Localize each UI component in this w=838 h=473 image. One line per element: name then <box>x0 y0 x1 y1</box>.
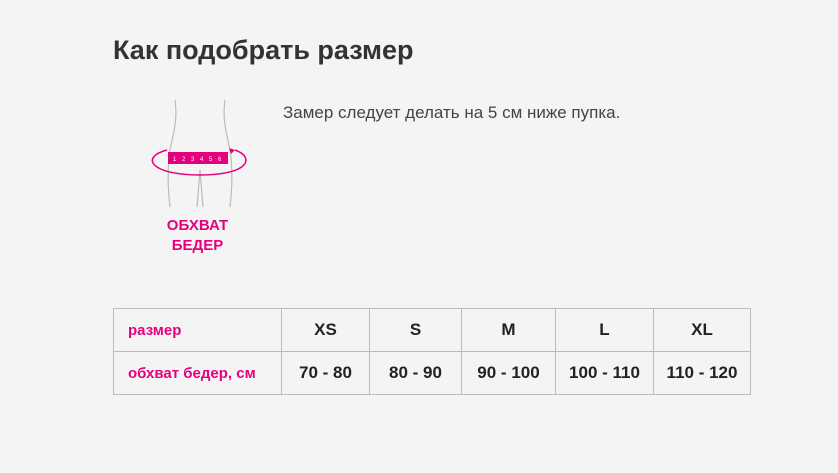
figure-label: ОБХВАТ БЕДЕР <box>140 216 255 256</box>
svg-text:1: 1 <box>173 157 177 163</box>
size-cell: XL <box>653 308 751 352</box>
value-cell: 110 - 120 <box>653 351 751 395</box>
measurement-instruction: Замер следует делать на 5 см ниже пупка. <box>283 103 621 122</box>
size-cell: M <box>461 308 556 352</box>
svg-text:5: 5 <box>209 157 213 163</box>
table-row: обхват бедер, см 70 - 80 80 - 90 90 - 10… <box>113 351 751 395</box>
page-title: Как подобрать размер <box>113 35 414 65</box>
svg-text:3: 3 <box>191 157 195 163</box>
svg-text:6: 6 <box>218 157 222 163</box>
table-row: размер XS S M L XL <box>113 308 751 352</box>
svg-text:4: 4 <box>200 157 204 163</box>
value-cell: 100 - 110 <box>555 351 654 395</box>
figure-label-line1: ОБХВАТ <box>166 217 229 234</box>
value-cell: 70 - 80 <box>281 351 370 395</box>
row-label: обхват бедер, см <box>113 351 282 395</box>
size-cell: XS <box>281 308 370 352</box>
value-cell: 80 - 90 <box>369 351 462 395</box>
figure-label-line2: БЕДЕР <box>171 237 224 254</box>
size-table: размер XS S M L XL обхват бедер, см 70 -… <box>113 308 751 395</box>
header-label: размер <box>113 308 282 352</box>
size-cell: L <box>555 308 654 352</box>
value-cell: 90 - 100 <box>461 351 556 395</box>
svg-text:2: 2 <box>182 157 186 163</box>
size-cell: S <box>369 308 462 352</box>
